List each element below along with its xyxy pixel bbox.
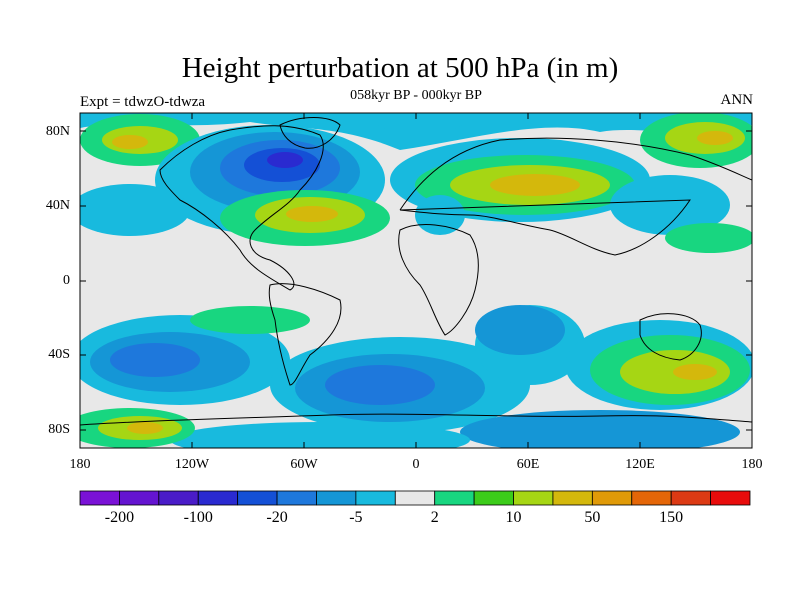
colorbar-swatch-2 [158,490,199,506]
lon-label-180w: 180 [69,457,91,472]
colorbar-swatch-5 [276,490,317,506]
contour-blue-antarctic-east [460,410,740,448]
contour-yellow-australia [673,364,717,380]
north-america-coastline [159,125,324,291]
lon-label-60w: 60W [290,457,318,472]
lon-label-60e: 60E [516,457,540,472]
colorbar-tick-label: -200 [104,509,135,526]
colorbar-tick-label: -5 [349,509,363,526]
contour-indigo-namerica [267,152,303,168]
contour-yellow-eurasia [490,174,580,196]
lat-label-40s: 40S [48,347,70,362]
contour-cyan-easia [610,175,730,235]
colorbar-swatch-12 [552,490,593,506]
colorbar-swatch-3 [197,490,239,506]
colorbar-tick-label: 10 [505,509,522,526]
africa-coastline [398,224,479,336]
contour-yellow-pacific [112,135,148,149]
experiment-label: Expt = tdwzO-tdwza [80,94,206,110]
colorbar-swatch-16 [710,490,751,506]
lat-label-80n: 80N [45,124,70,139]
colorbar [79,490,751,506]
contour-blue-sindian [475,305,565,355]
colorbar-tick-label: -100 [183,509,213,526]
contour-cyan-arctic [375,113,465,134]
south-america-coastline [268,283,342,386]
lon-label-180e: 180 [741,457,763,472]
lat-label-80s: 80S [48,422,70,437]
contour-green-wpacific [665,223,752,253]
lat-label-0: 0 [63,273,70,288]
contour-blue2-spacific [110,343,200,377]
colorbar-swatch-15 [670,490,711,506]
contour-blue2-satlantic [325,365,435,405]
axis-ticks [80,113,752,448]
colorbar-swatch-9 [434,490,475,506]
colorbar-swatch-4 [237,490,278,506]
colorbar-swatch-10 [473,490,514,506]
greenland-coastline [279,117,341,149]
contour-cyan-npac-south [80,184,190,236]
antarctica-coastline [80,413,752,426]
lon-label-120e: 120E [625,457,655,472]
contour-yellow-atlantic [286,206,338,222]
colorbar-swatch-11 [513,490,554,506]
contour-yellow-antarctic [127,422,163,434]
map-subtitle: 058kyr BP - 000kyr BP [350,88,482,103]
season-label: ANN [720,92,754,108]
colorbar-tick-label: 150 [659,509,684,526]
colorbar-swatch-14 [631,490,672,506]
colorbar-tick-label: -20 [266,509,288,526]
map-title: Height perturbation at 500 hPa (in m) [181,52,619,84]
colorbar-swatch-13 [591,490,633,506]
coastlines [80,117,752,426]
colorbar-swatch-6 [316,490,357,506]
contour-yellow-npacific [697,131,733,145]
lon-label-0: 0 [412,457,420,472]
colorbar-swatch-1 [119,490,160,506]
eurasia-coastline [399,137,752,256]
colorbar-swatch-0 [79,490,120,506]
colorbar-swatch-8 [394,490,436,506]
lat-label-40n: 40N [45,198,70,213]
australia-coastline [639,313,702,361]
contour-cyan-antarctic-west [170,422,470,448]
colorbar-tick-label: 2 [430,509,439,526]
colorbar-tick-label: 50 [584,509,601,526]
colorbar-swatch-7 [355,490,396,506]
height-field [80,113,752,448]
contour-green-spacific [190,306,310,334]
lon-label-120w: 120W [174,457,210,472]
